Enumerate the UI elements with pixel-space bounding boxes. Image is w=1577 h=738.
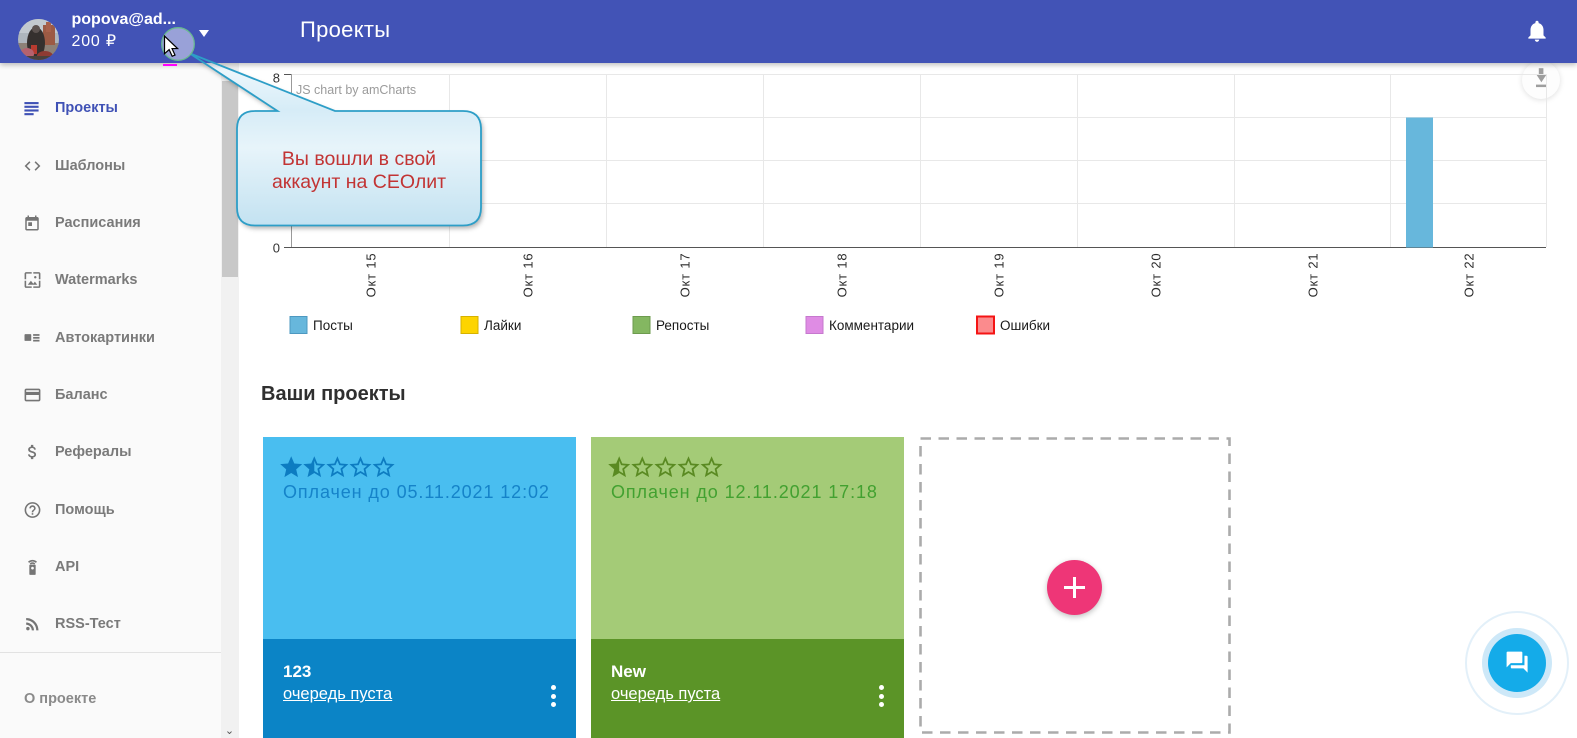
svg-text:Окт 18: Окт 18 [835, 253, 850, 298]
svg-text:Окт 16: Окт 16 [521, 253, 536, 298]
svg-text:Репосты: Репосты [656, 318, 709, 333]
svg-text:Ошибки: Ошибки [1000, 318, 1050, 333]
svg-text:Окт 17: Окт 17 [678, 253, 693, 298]
svg-text:Лайки: Лайки [484, 318, 521, 333]
svg-text:Окт 20: Окт 20 [1149, 253, 1164, 298]
svg-text:JS chart by amCharts: JS chart by amCharts [296, 83, 416, 97]
svg-text:Окт 19: Окт 19 [992, 253, 1007, 298]
svg-text:аккаунт на СЕОлит: аккаунт на СЕОлит [272, 171, 446, 193]
svg-text:Посты: Посты [313, 318, 353, 333]
svg-text:Вы вошли в свой: Вы вошли в свой [282, 148, 436, 170]
svg-text:Окт 22: Окт 22 [1462, 253, 1477, 298]
svg-text:Комментарии: Комментарии [829, 318, 914, 333]
svg-text:Окт 21: Окт 21 [1306, 253, 1321, 298]
svg-text:Окт 15: Окт 15 [364, 253, 379, 298]
svg-text:8: 8 [273, 71, 280, 86]
svg-text:0: 0 [273, 241, 280, 256]
